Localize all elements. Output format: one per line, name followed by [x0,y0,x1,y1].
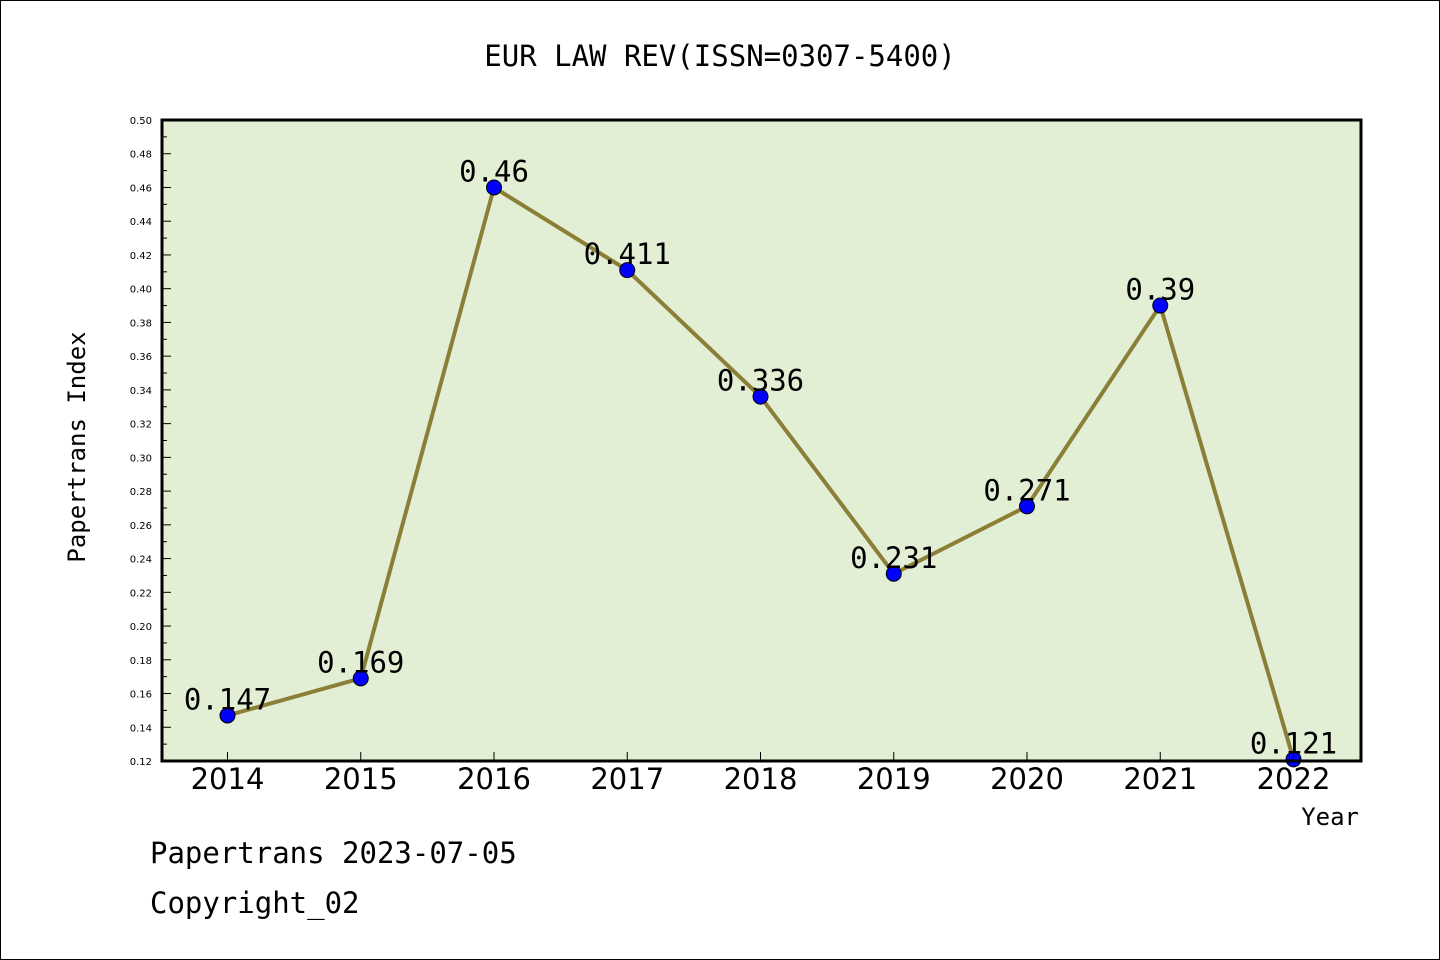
y-tick-label: 0.34 [130,386,152,397]
y-tick-label: 0.28 [130,487,152,498]
data-label: 0.336 [717,364,804,398]
x-axis-title: Year [1301,803,1359,831]
data-label: 0.231 [850,541,937,575]
x-tick-label: 2021 [1123,762,1197,796]
x-tick-label: 2018 [724,762,798,796]
data-point [885,565,902,582]
data-label: 0.169 [317,645,404,679]
y-axis-title: Papertrans Index [63,331,91,562]
y-tick-label: 0.44 [130,217,152,228]
y-tick-label: 0.40 [130,285,152,296]
data-label: 0.411 [584,237,671,271]
data-point [1152,297,1169,314]
y-tick-label: 0.16 [130,690,152,701]
y-tick-label: 0.30 [130,453,152,464]
y-tick-label: 0.20 [130,622,152,633]
data-point [619,262,636,279]
y-tick-label: 0.12 [130,757,152,768]
footer-date: Papertrans 2023-07-05 [150,836,517,870]
data-labels: 0.1470.1690.460.4110.3360.2310.2710.390.… [184,154,1337,760]
chart-title: EUR LAW REV(ISSN=0307-5400) [484,39,955,73]
data-point [1019,498,1035,515]
x-tick-label: 2014 [191,762,265,796]
y-tick-label: 0.50 [130,116,152,127]
series-group [219,179,1302,768]
x-tick-label: 2015 [324,762,398,796]
data-label: 0.147 [184,682,271,716]
x-axis: 2014 2015 2016 2017 2018 2019 2020 2021 2022 [191,752,1331,796]
y-tick-label: 0.38 [130,318,152,329]
x-tick-label: 2017 [590,762,664,796]
plot-area [162,120,1361,761]
y-tick-label: 0.22 [130,588,152,599]
data-label: 0.271 [983,473,1070,507]
data-point [352,670,369,687]
y-tick-label: 0.46 [130,183,152,194]
x-tick-label: 2020 [990,762,1064,796]
data-label: 0.39 [1125,273,1195,307]
x-tick-label: 2019 [857,762,931,796]
data-point [219,707,236,724]
y-tick-label: 0.26 [130,521,152,532]
plot-border [160,118,1363,763]
y-tick-label: 0.18 [130,656,152,667]
data-point [752,388,769,405]
y-tick-label: 0.32 [130,420,152,431]
y-tick-label: 0.24 [130,555,152,566]
data-label: 0.46 [459,154,529,188]
y-tick-label: 0.42 [130,251,152,262]
y-tick-label: 0.14 [130,723,152,734]
footer-copyright: Copyright_02 [150,886,360,920]
data-point [486,179,502,196]
x-tick-label: 2016 [457,762,531,796]
y-tick-label: 0.36 [130,352,152,363]
x-tick-label: 2022 [1257,762,1331,796]
y-tick-label: 0.48 [130,150,152,161]
